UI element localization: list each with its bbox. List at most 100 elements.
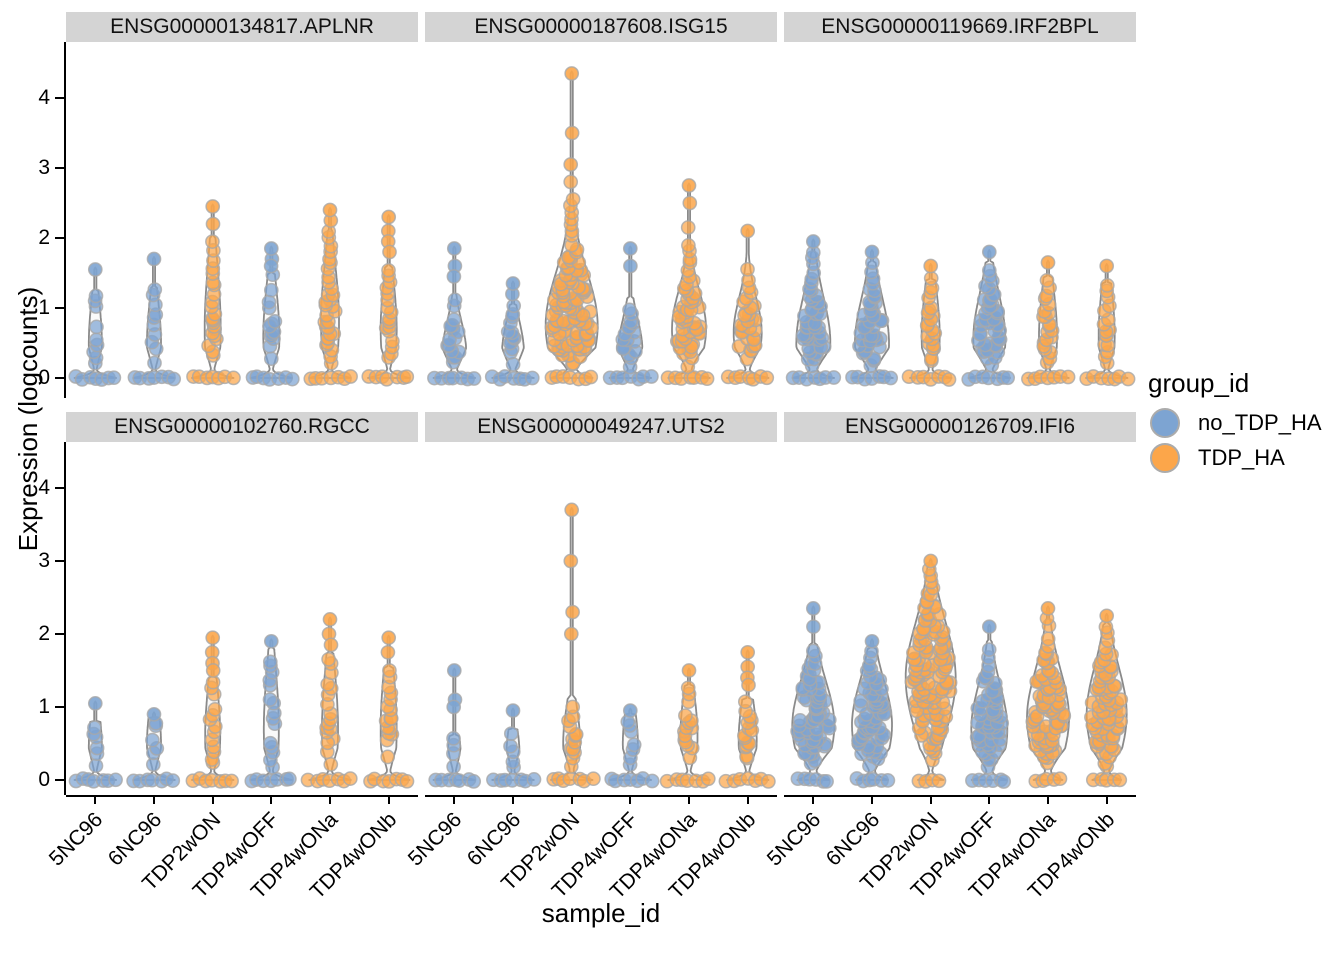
facet-strip: ENSG00000119669.IRF2BPL	[784, 12, 1136, 42]
facet-panel-ENSG00000049247.UTS2	[428, 502, 776, 789]
x-axis-tick	[453, 795, 456, 804]
violin-points-TDP2wON	[901, 258, 957, 387]
x-axis-title: sample_id	[541, 898, 661, 928]
y-tick-label: 2	[38, 622, 50, 645]
y-axis-tick	[55, 377, 64, 379]
violin-points-5NC96	[785, 234, 842, 387]
x-axis-line	[425, 795, 777, 797]
x-axis-tick	[387, 795, 390, 804]
violin-points-TDP4wOFF	[965, 619, 1012, 789]
y-axis-tick	[55, 633, 64, 635]
y-axis-tick	[55, 487, 64, 489]
y-axis-tick	[55, 237, 64, 239]
violin-points-TDP4wOFF	[604, 703, 660, 789]
violin-points-5NC96	[428, 663, 482, 789]
legend-title: group_id	[1148, 368, 1250, 398]
violin-points-TDP2wON	[544, 66, 599, 387]
y-axis-tick	[55, 706, 64, 708]
facet-strip: ENSG00000134817.APLNR	[66, 12, 418, 42]
violin-points-5NC96	[790, 601, 837, 789]
x-axis-tick	[929, 795, 932, 804]
y-tick-label: 0	[38, 366, 50, 389]
y-axis-tick	[55, 560, 64, 562]
x-axis-tick	[746, 795, 749, 804]
violin-points-TDP4wONb	[1079, 258, 1136, 387]
y-axis-tick	[55, 307, 64, 309]
x-axis-tick	[1047, 795, 1049, 804]
x-axis-tick	[329, 795, 331, 804]
x-axis-tick	[688, 795, 690, 804]
legend-point-tdp-ha-icon	[1150, 443, 1180, 473]
violin-points-TDP4wONa	[303, 202, 358, 387]
violin-points-TDP4wONb	[363, 630, 415, 789]
facet-panel-ENSG00000119669.IRF2BPL	[785, 234, 1136, 387]
y-tick-label: 3	[38, 156, 50, 179]
y-tick-label: 4	[38, 476, 50, 499]
facet-strip: ENSG00000049247.UTS2	[425, 412, 777, 442]
violin-points-TDP4wONb	[720, 223, 775, 387]
violin-points-TDP2wON	[185, 630, 239, 789]
facet-strip: ENSG00000126709.IFI6	[784, 412, 1136, 442]
violin-points-TDP4wONb	[1084, 608, 1129, 788]
x-axis-line	[66, 795, 418, 797]
x-axis-tick	[512, 795, 514, 804]
violin-points-TDP4wOFF	[245, 241, 300, 387]
violin-points-5NC96	[68, 262, 122, 387]
facet-strip: ENSG00000187608.ISG15	[425, 12, 777, 42]
x-axis-line	[784, 795, 1136, 797]
facet-strip: ENSG00000102760.RGCC	[66, 412, 418, 442]
violin-points-TDP4wONa	[300, 612, 358, 789]
x-axis-tick	[270, 795, 273, 804]
y-axis-title: Expression (logcounts)	[13, 286, 43, 552]
y-axis-tick	[55, 167, 64, 169]
violin-points-6NC96	[486, 703, 542, 789]
x-axis-tick	[153, 795, 155, 804]
x-axis-tick	[871, 795, 873, 804]
facet-panel-ENSG00000126709.IFI6	[790, 553, 1129, 789]
x-axis-tick	[570, 795, 573, 804]
violin-points-TDP4wONa	[1025, 601, 1072, 789]
violin-points-6NC96	[849, 633, 896, 789]
violin-points-6NC96	[127, 251, 182, 387]
y-tick-label: 2	[38, 226, 50, 249]
violin-points-TDP4wONa	[1021, 255, 1076, 387]
legend: group_id no_TDP_HA TDP_HA	[1146, 368, 1342, 476]
violin-points-TDP4wOFF	[602, 241, 659, 387]
violin-points-6NC96	[845, 244, 899, 387]
legend-label-tdp-ha: TDP_HA	[1198, 445, 1285, 470]
y-axis-line	[64, 42, 66, 398]
violin-points-5NC96	[427, 241, 482, 387]
violin-points-TDP4wONb	[718, 644, 776, 789]
violin-points-TDP4wOFF	[961, 244, 1016, 387]
x-axis-tick	[988, 795, 991, 804]
facet-panel-ENSG00000134817.APLNR	[68, 199, 415, 387]
violin-points-TDP2wON	[546, 502, 601, 789]
x-axis-tick	[94, 795, 97, 804]
violin-points-TDP2wON	[186, 199, 241, 386]
legend-label-no-tdp-ha: no_TDP_HA	[1198, 410, 1322, 435]
x-axis-tick	[211, 795, 214, 804]
legend-item-no-tdp-ha: no_TDP_HA	[1146, 406, 1342, 440]
violin-points-6NC96	[484, 276, 540, 387]
violin-points-TDP2wON	[904, 553, 958, 789]
y-tick-label: 4	[38, 86, 50, 109]
x-axis-tick	[1105, 795, 1108, 804]
y-axis-tick	[55, 97, 64, 99]
x-axis-tick	[812, 795, 815, 804]
facet-panel-ENSG00000102760.RGCC	[68, 612, 415, 789]
y-tick-label: 0	[38, 768, 50, 791]
violin-points-TDP4wONb	[361, 209, 415, 387]
violin-points-5NC96	[68, 696, 123, 789]
facet-panel-ENSG00000187608.ISG15	[427, 66, 775, 387]
violin-points-6NC96	[126, 706, 181, 789]
y-axis-line	[64, 442, 66, 795]
legend-item-tdp-ha: TDP_HA	[1146, 441, 1342, 475]
x-axis-tick	[629, 795, 632, 804]
x-tick-label: 5NC96	[45, 808, 108, 871]
violin-points-TDP4wONa	[659, 663, 716, 789]
y-tick-label: 1	[38, 695, 50, 718]
y-tick-label: 3	[38, 549, 50, 572]
violin-points-TDP4wOFF	[244, 633, 297, 789]
y-tick-label: 1	[38, 296, 50, 319]
